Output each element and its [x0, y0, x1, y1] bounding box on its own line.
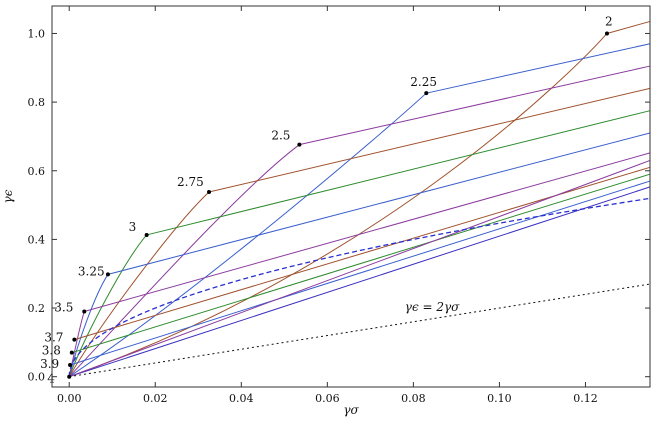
series-curve-1 [68, 92, 427, 378]
series-line-2 [299, 65, 651, 146]
y-tick-label-3: 0.6 [28, 165, 46, 178]
series-line-11 [69, 159, 651, 378]
series-line-5 [107, 132, 651, 275]
series-line-10 [69, 186, 651, 378]
envelope-point-label-7: 3.7 [44, 331, 63, 345]
envelope-point-2 [297, 142, 302, 147]
dotted-line-label: γϵ = 2γσ [405, 300, 460, 314]
series-curve-2 [68, 144, 300, 378]
x-tick-label-6: 0.12 [573, 392, 598, 405]
x-tick-label-5: 0.10 [487, 392, 512, 405]
x-tick-label-3: 0.06 [315, 392, 340, 405]
envelope-point-label-0: 2 [605, 14, 613, 28]
y-tick-label-4: 0.8 [28, 96, 46, 109]
envelope-point-label-10: 4 [47, 372, 55, 386]
envelope-point-0 [604, 31, 609, 36]
envelope-point-label-8: 3.8 [42, 344, 61, 358]
series-curve-3 [68, 191, 210, 377]
series-line-0 [606, 20, 651, 34]
series-line-3 [208, 87, 651, 193]
series-curve-4 [68, 234, 148, 377]
envelope-point-label-9: 3.9 [40, 357, 59, 371]
chart-series-group [68, 20, 651, 378]
envelope-point-7 [72, 337, 77, 342]
series-line-4 [146, 110, 651, 236]
series-curve-0 [69, 33, 608, 378]
axis-ticks-group: 0.00 0.02 0.04 0.06 0.08 0.10 0.12 0.0 0.2 0.4 0.6… [28, 6, 650, 405]
envelope-point-6 [82, 309, 87, 314]
envelope-point-4 [144, 232, 149, 237]
series-line-9 [69, 180, 651, 366]
envelope-points-group: 2 2.25 2.5 2.75 3 3.25 3.5 3.73.83.94 [40, 14, 613, 385]
envelope-point-8 [69, 350, 74, 355]
x-axis-label: γσ [343, 403, 359, 417]
envelope-point-1 [424, 91, 429, 96]
y-tick-label-5: 1.0 [28, 27, 46, 40]
y-axis-label: γϵ [1, 189, 15, 203]
envelope-point-9 [68, 363, 73, 368]
envelope-point-5 [105, 272, 110, 277]
series-line-7 [74, 166, 651, 341]
envelope-point-3 [207, 190, 212, 195]
x-tick-label-1: 0.02 [143, 392, 168, 405]
envelope-point-10 [67, 374, 72, 379]
series-line-8 [71, 173, 651, 354]
envelope-point-label-4: 3 [129, 220, 137, 234]
envelope-point-label-5: 3.25 [78, 264, 105, 278]
x-tick-label-2: 0.04 [229, 392, 254, 405]
x-tick-label-4: 0.08 [401, 392, 426, 405]
series-line-6 [84, 152, 651, 312]
envelope-point-label-1: 2.25 [410, 75, 437, 89]
envelope-point-label-3: 2.75 [177, 175, 204, 189]
dotted-reference-line [69, 283, 651, 378]
envelope-point-label-2: 2.5 [271, 129, 290, 143]
y-tick-label-0: 0.0 [28, 371, 46, 384]
x-tick-label-0: 0.00 [57, 392, 82, 405]
y-tick-label-2: 0.4 [28, 233, 46, 246]
plot-frame [51, 5, 651, 388]
envelope-dashed-curve [68, 197, 651, 377]
envelope-point-label-6: 3.5 [54, 300, 73, 314]
series-line-1 [426, 43, 651, 94]
series-curve-6 [68, 311, 85, 377]
y-tick-label-1: 0.2 [28, 302, 46, 315]
